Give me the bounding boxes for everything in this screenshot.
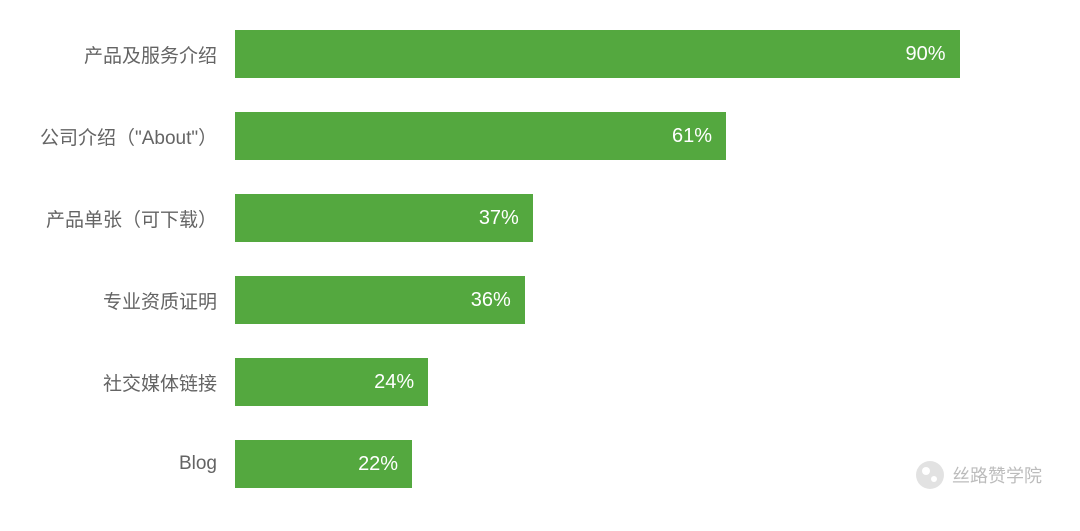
bar-track: 90% [235,30,1040,78]
watermark: 丝路赞学院 [916,461,1042,489]
watermark-text: 丝路赞学院 [952,462,1042,488]
bar-fill: 61% [235,112,726,160]
bar-label: 专业资质证明 [40,287,235,314]
bar-fill: 22% [235,440,412,488]
bar-track: 24% [235,358,1040,406]
bar-value: 36% [471,289,511,312]
bar-row: Blog 22% [40,440,1040,488]
bar-value: 22% [358,453,398,476]
bar-row: 产品单张（可下载） 37% [40,194,1040,242]
bar-row: 公司介绍（"About"） 61% [40,112,1040,160]
bar-label: 公司介绍（"About"） [40,123,235,150]
bar-row: 社交媒体链接 24% [40,358,1040,406]
bar-value: 24% [374,371,414,394]
bar-value: 61% [672,125,712,148]
bar-chart: 产品及服务介绍 90% 公司介绍（"About"） 61% 产品单张（可下载） … [40,30,1040,488]
bar-label: Blog [40,453,235,475]
bar-fill: 90% [235,30,960,78]
bar-track: 37% [235,194,1040,242]
bar-track: 36% [235,276,1040,324]
bar-value: 37% [479,207,519,230]
bar-fill: 36% [235,276,525,324]
bar-fill: 24% [235,358,428,406]
bar-row: 专业资质证明 36% [40,276,1040,324]
wechat-icon [916,461,944,489]
bar-label: 产品及服务介绍 [40,41,235,68]
bar-value: 90% [905,43,945,66]
bar-label: 社交媒体链接 [40,369,235,396]
bar-track: 61% [235,112,1040,160]
bar-row: 产品及服务介绍 90% [40,30,1040,78]
bar-label: 产品单张（可下载） [40,205,235,232]
bar-fill: 37% [235,194,533,242]
